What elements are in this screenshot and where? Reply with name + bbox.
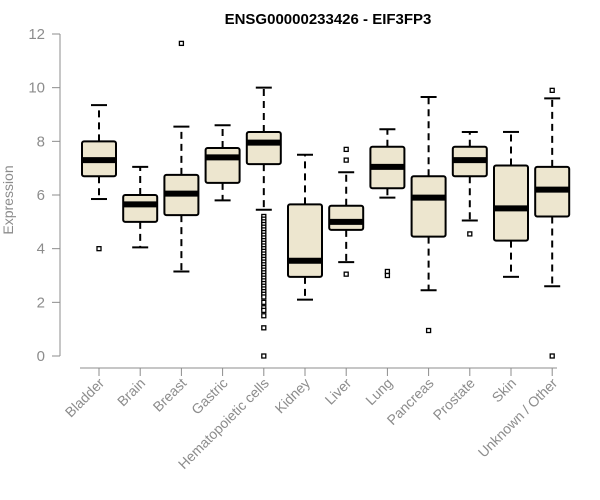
y-ticks: 0 2 4 6 8 10 12 — [28, 26, 60, 365]
outlier-point — [261, 353, 267, 359]
outlier-point — [425, 327, 432, 334]
box-bladder — [81, 104, 117, 252]
outlier-point — [261, 307, 267, 314]
x-tick-label: Liver — [322, 375, 355, 408]
outlier-point — [261, 325, 267, 331]
outlier-point — [549, 353, 555, 359]
x-tick-label: Skin — [489, 375, 520, 406]
y-axis-label: Expression — [0, 165, 16, 234]
box-gastric — [204, 124, 241, 202]
box-iqr — [245, 130, 282, 166]
x-tick-label: Kidney — [272, 375, 314, 417]
box-hematopoietic-cells — [245, 86, 282, 359]
box-iqr — [287, 203, 323, 278]
outlier-point — [261, 299, 267, 305]
box-series — [81, 40, 571, 359]
y-tick-label: 0 — [37, 348, 45, 365]
x-tick-label: Brain — [114, 375, 148, 409]
chart-title: ENSG00000233426 - EIF3FP3 — [225, 11, 432, 28]
x-tick-label: Prostate — [430, 375, 478, 423]
y-tick-label: 10 — [28, 80, 45, 97]
box-iqr — [328, 204, 365, 231]
outlier-point — [178, 40, 185, 47]
y-tick-label: 12 — [28, 26, 45, 43]
outlier-point — [343, 271, 349, 277]
box-skin — [493, 130, 529, 278]
outlier-point — [549, 87, 555, 93]
box-lung — [369, 128, 406, 279]
box-iqr — [493, 164, 529, 242]
box-iqr — [122, 194, 159, 223]
box-pancreas — [410, 96, 447, 334]
outlier-point — [467, 231, 473, 237]
x-tick-label: Breast — [150, 375, 190, 415]
outlier-point — [261, 313, 267, 319]
box-kidney — [287, 153, 323, 301]
outlier-point — [343, 146, 349, 153]
y-tick-label: 2 — [37, 294, 45, 311]
box-liver — [328, 146, 365, 277]
y-tick-label: 4 — [37, 241, 45, 258]
x-tick-label: Lung — [362, 375, 395, 408]
outlier-point — [96, 246, 102, 252]
y-tick-label: 8 — [37, 133, 45, 150]
outlier-point — [384, 272, 391, 279]
box-prostate — [451, 130, 488, 237]
y-tick-label: 6 — [37, 187, 45, 204]
box-breast — [163, 40, 200, 273]
outlier-point — [343, 157, 349, 163]
box-iqr — [410, 175, 447, 238]
x-tick-label: Bladder — [62, 375, 108, 421]
outlier-point — [261, 294, 267, 300]
box-unknown-other — [534, 87, 571, 359]
box-iqr — [204, 147, 241, 184]
box-brain — [122, 165, 159, 249]
